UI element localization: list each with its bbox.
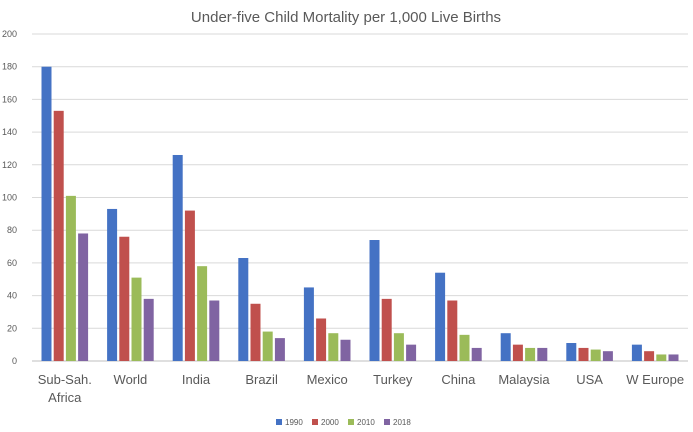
y-tick-label: 120	[2, 160, 17, 170]
bar-2000-9	[644, 351, 655, 361]
y-tick-label: 160	[2, 94, 17, 104]
legend-swatch	[348, 419, 354, 425]
x-tick-label: Turkey	[373, 372, 413, 387]
bar-2010-9	[656, 354, 667, 361]
x-tick-label: W Europe	[626, 372, 684, 387]
bar-2000-3	[250, 303, 261, 361]
bar-1990-8	[566, 343, 577, 361]
bar-1990-3	[238, 258, 249, 361]
bar-1990-2	[172, 154, 183, 361]
y-tick-label: 180	[2, 62, 17, 72]
bar-2010-0	[65, 195, 76, 361]
y-tick-label: 20	[7, 323, 17, 333]
bar-1990-4	[303, 287, 314, 361]
bar-2000-4	[316, 318, 327, 361]
bar-1990-5	[369, 240, 380, 361]
bar-2010-6	[459, 334, 470, 361]
bar-1990-9	[631, 344, 642, 361]
gridlines	[32, 33, 688, 362]
y-axis-ticks: 0 20 40 60 80 100 120 140 160 180 200	[2, 29, 17, 366]
bar-2000-6	[447, 300, 458, 361]
bar-2010-2	[197, 266, 208, 361]
bar-2018-5	[406, 344, 417, 361]
x-tick-label: India	[182, 372, 211, 387]
x-tick-label: Malaysia	[498, 372, 550, 387]
bar-2018-0	[78, 233, 89, 361]
legend-label: 2000	[321, 418, 339, 427]
x-tick-label: Mexico	[307, 372, 348, 387]
bar-2010-4	[328, 333, 339, 361]
bar-2018-3	[274, 338, 285, 361]
bar-2018-4	[340, 339, 351, 361]
bar-2000-8	[578, 347, 589, 361]
bar-2018-8	[602, 351, 613, 361]
legend-label: 2010	[357, 418, 375, 427]
bar-2010-7	[525, 347, 536, 361]
legend-swatch	[384, 419, 390, 425]
bar-2010-1	[131, 277, 142, 361]
bar-2018-1	[143, 298, 154, 361]
legend-label: 1990	[285, 418, 303, 427]
y-tick-label: 100	[2, 193, 17, 203]
y-tick-label: 0	[12, 356, 17, 366]
legend-label: 2018	[393, 418, 411, 427]
bar-2000-1	[119, 236, 130, 361]
y-tick-label: 80	[7, 225, 17, 235]
bars	[41, 66, 679, 361]
bar-1990-7	[500, 333, 511, 361]
x-tick-label: Brazil	[245, 372, 278, 387]
bar-1990-0	[41, 66, 52, 361]
bar-2018-7	[537, 347, 548, 361]
bar-2000-0	[53, 110, 64, 361]
bar-1990-6	[435, 272, 446, 361]
bar-1990-1	[107, 208, 118, 361]
legend-swatch	[312, 419, 318, 425]
x-tick-label: Sub-Sah. Africa	[38, 372, 92, 405]
x-tick-label: China	[441, 372, 476, 387]
chart-title: Under-five Child Mortality per 1,000 Liv…	[191, 9, 501, 26]
y-tick-label: 40	[7, 291, 17, 301]
bar-2018-2	[209, 300, 220, 361]
bar-2018-9	[668, 354, 679, 361]
bar-2000-7	[512, 344, 523, 361]
y-tick-label: 140	[2, 127, 17, 137]
legend-swatch	[276, 419, 282, 425]
bar-2018-6	[471, 347, 482, 361]
x-axis-labels: Sub-Sah. Africa World India Brazil Mexico Turk…	[38, 372, 684, 405]
x-tick-label: USA	[576, 372, 603, 387]
y-tick-label: 60	[7, 258, 17, 268]
legend: 1990 2000 2010 2018	[276, 418, 411, 427]
bar-2000-5	[381, 298, 392, 361]
bar-2010-8	[590, 349, 601, 361]
bar-2010-5	[393, 333, 404, 361]
x-tick-label: World	[114, 372, 148, 387]
y-tick-label: 200	[2, 29, 17, 39]
bar-2000-2	[184, 210, 195, 361]
bar-2010-3	[262, 331, 273, 361]
